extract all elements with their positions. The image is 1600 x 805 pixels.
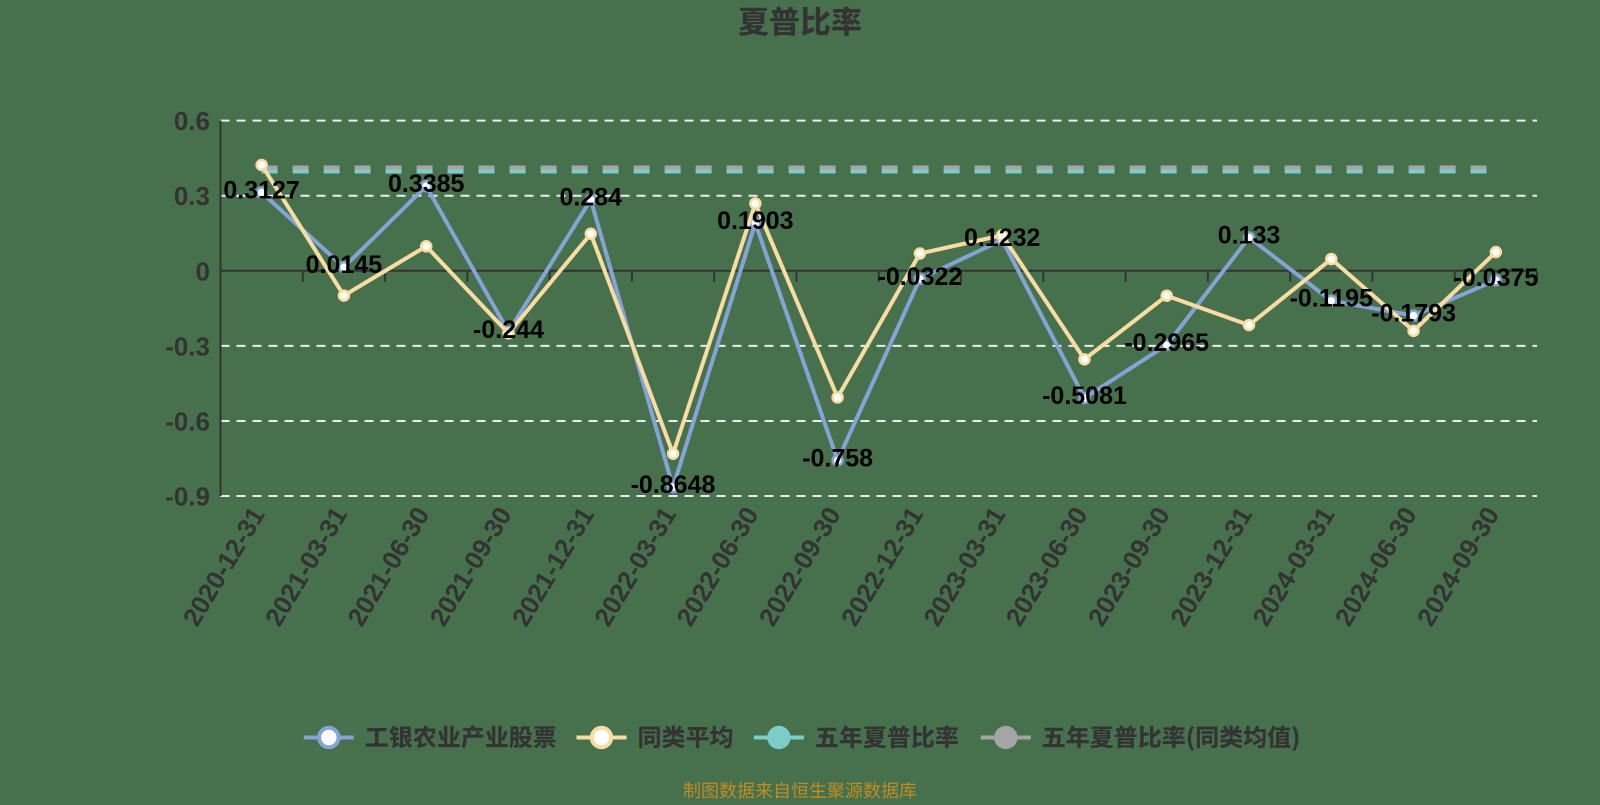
- svg-text:-0.244: -0.244: [473, 316, 544, 344]
- svg-text:0.1232: 0.1232: [964, 224, 1040, 252]
- svg-text:0.284: 0.284: [560, 184, 623, 212]
- svg-text:0: 0: [196, 256, 210, 286]
- svg-text:-0.0322: -0.0322: [878, 263, 963, 291]
- svg-text:-0.6: -0.6: [165, 407, 210, 437]
- svg-text:-0.8648: -0.8648: [631, 471, 716, 499]
- svg-text:-0.0375: -0.0375: [1454, 264, 1539, 292]
- svg-text:0.6: 0.6: [174, 106, 210, 136]
- svg-text:-0.1793: -0.1793: [1371, 300, 1456, 328]
- svg-text:0.3127: 0.3127: [223, 177, 299, 205]
- svg-text:-0.1195: -0.1195: [1290, 285, 1374, 313]
- svg-text:0.3: 0.3: [174, 181, 210, 211]
- svg-text:0.0145: 0.0145: [306, 251, 383, 279]
- svg-text:0.3385: 0.3385: [388, 170, 465, 198]
- svg-text:0.1903: 0.1903: [717, 207, 793, 235]
- svg-text:-0.758: -0.758: [802, 445, 873, 473]
- svg-text:0.133: 0.133: [1218, 222, 1281, 250]
- svg-text:-0.5081: -0.5081: [1042, 382, 1127, 410]
- svg-text:-0.3: -0.3: [165, 331, 210, 361]
- svg-text:-0.9: -0.9: [165, 482, 210, 512]
- svg-text:-0.2965: -0.2965: [1124, 329, 1209, 357]
